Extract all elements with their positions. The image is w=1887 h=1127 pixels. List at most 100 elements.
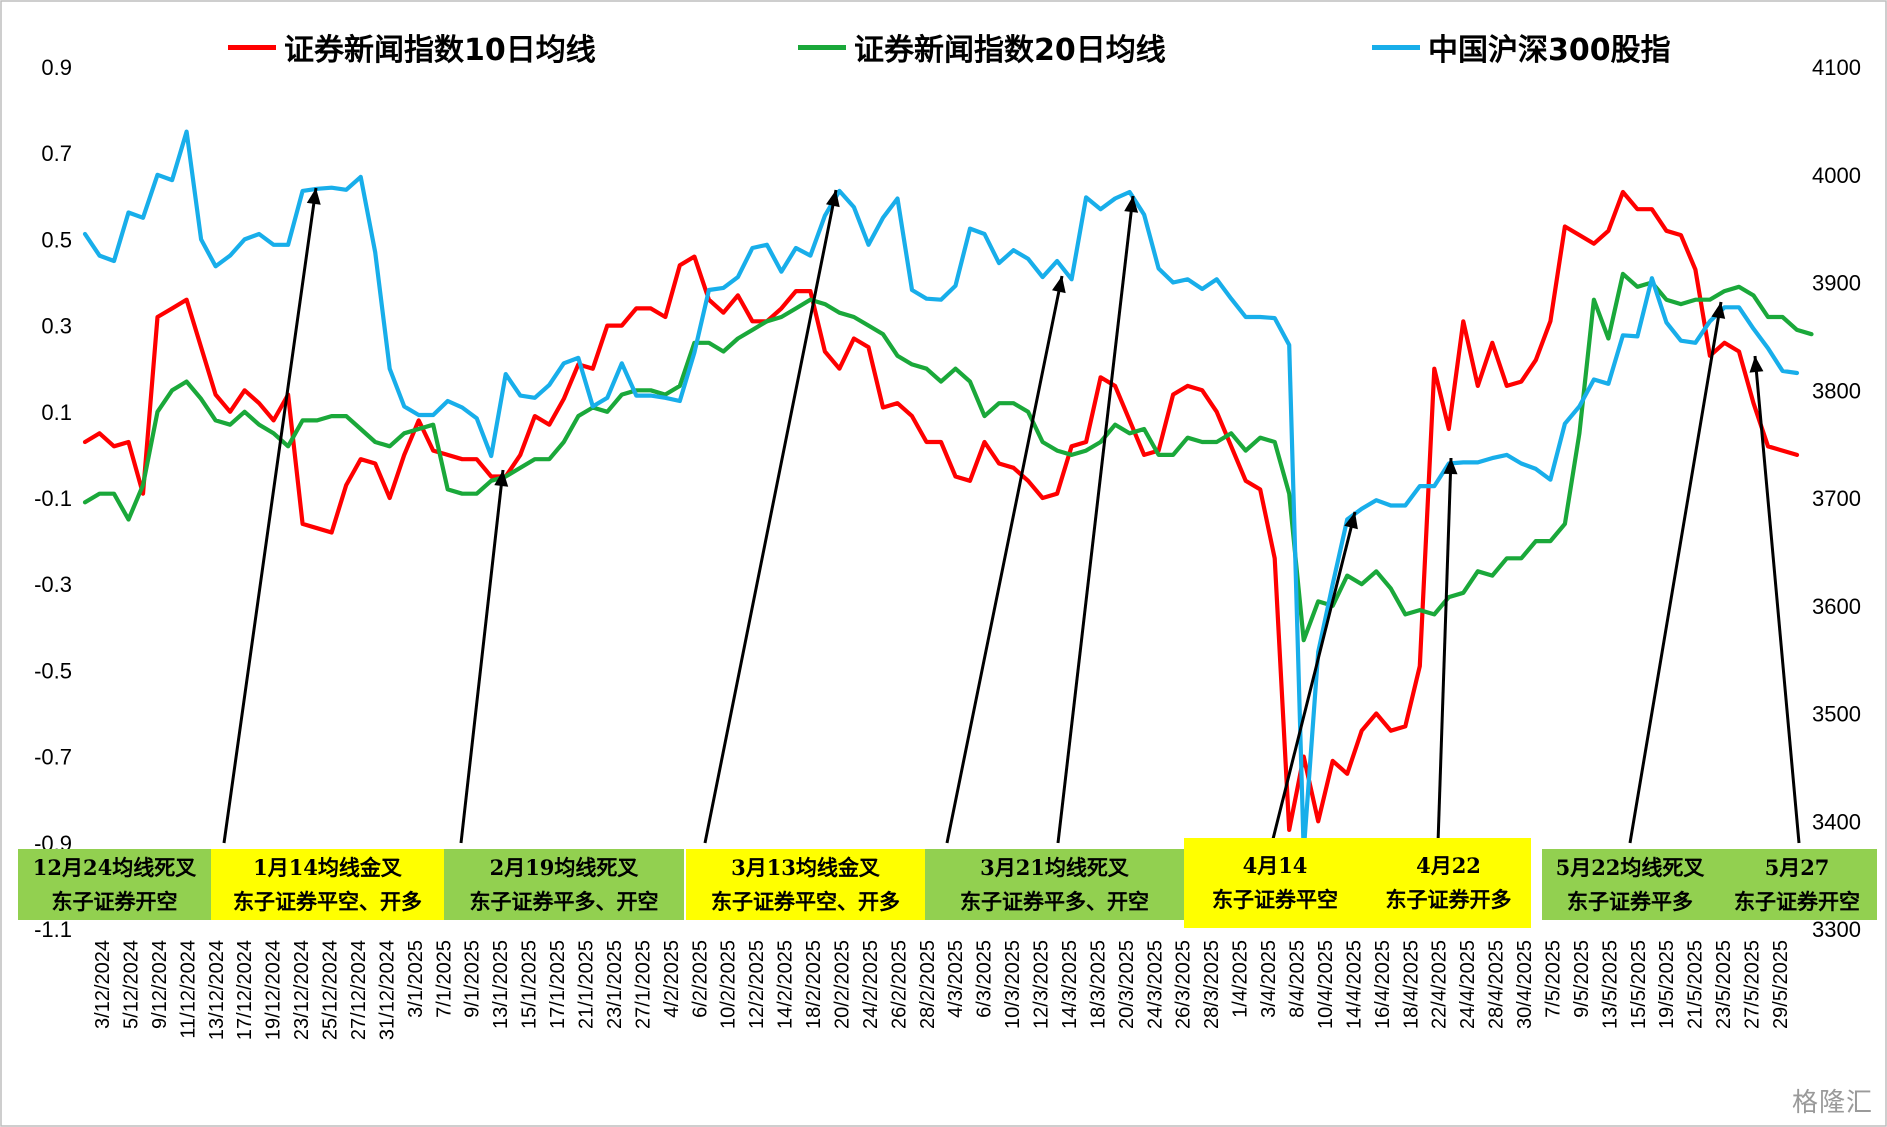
x-tick-label: 28/3/2025 bbox=[1201, 940, 1223, 1029]
x-tick-label: 10/3/2025 bbox=[1002, 940, 1024, 1029]
x-tick-label: 24/3/2025 bbox=[1144, 940, 1166, 1029]
x-tick-label: 9/5/2025 bbox=[1571, 940, 1593, 1018]
x-tick-label: 23/12/2024 bbox=[291, 940, 313, 1040]
y-left-tick-label: 0.5 bbox=[41, 227, 72, 252]
y-left-tick-label: 0.7 bbox=[41, 141, 72, 166]
y-right-tick-label: 4100 bbox=[1812, 55, 1861, 80]
x-tick-label: 10/4/2025 bbox=[1315, 940, 1337, 1029]
y-right-tick-label: 4000 bbox=[1812, 163, 1861, 188]
annotation-arrow bbox=[1436, 457, 1453, 844]
annotation-line2: 东子证券平多 bbox=[1567, 888, 1693, 914]
y-left-tick-label: -0.7 bbox=[34, 745, 72, 770]
x-tick-label: 25/12/2024 bbox=[320, 940, 342, 1040]
annotation-arrowhead bbox=[1711, 302, 1726, 319]
x-tick-label: 26/2/2025 bbox=[888, 940, 910, 1029]
annotation-line1: 5月27 bbox=[1764, 854, 1830, 880]
x-tick-label: 27/5/2025 bbox=[1742, 940, 1764, 1029]
legend-label-ma20: 证券新闻指数20日均线 bbox=[854, 33, 1166, 68]
annotation-line2: 东子证券平空、开多 bbox=[711, 888, 900, 914]
annotation-arrow bbox=[1628, 301, 1723, 844]
right-axis: 4100 4000 3900 3800 3700 3600 3500 3400 3300 bbox=[1812, 55, 1861, 942]
x-tick-label: 3/1/2025 bbox=[405, 940, 427, 1018]
y-left-tick-label: -0.1 bbox=[34, 486, 72, 511]
legend-swatch-hs300 bbox=[1372, 44, 1420, 50]
x-axis: 3/12/2024 5/12/2024 9/12/2024 11/12/2024 13/… bbox=[92, 940, 1792, 1040]
x-tick-label: 14/4/2025 bbox=[1343, 940, 1365, 1029]
annotation-line1: 12月24均线死叉 bbox=[32, 854, 197, 880]
x-tick-label: 23/1/2025 bbox=[604, 940, 626, 1029]
annotation-line1: 1月14均线金叉 bbox=[253, 854, 402, 880]
annotation-arrowhead bbox=[826, 190, 840, 208]
x-tick-label: 27/1/2025 bbox=[632, 940, 654, 1029]
annotation-line2: 东子证券平多、开空 bbox=[469, 888, 659, 914]
hs300-line bbox=[82, 129, 1800, 854]
x-tick-label: 12/2/2025 bbox=[746, 940, 768, 1029]
x-tick-label: 18/3/2025 bbox=[1087, 940, 1109, 1029]
x-tick-label: 4/3/2025 bbox=[945, 940, 967, 1018]
y-right-tick-label: 3700 bbox=[1812, 486, 1861, 511]
annotation-box: 2月19均线死叉 东子证券平多、开空 bbox=[444, 849, 684, 920]
x-tick-label: 1/4/2025 bbox=[1230, 940, 1252, 1018]
annotation-line1: 3月21均线死叉 bbox=[980, 854, 1129, 880]
legend-label-ma10: 证券新闻指数10日均线 bbox=[284, 33, 596, 68]
annotation-line2: 东子证券开空 bbox=[1734, 888, 1860, 914]
x-tick-label: 7/1/2025 bbox=[433, 940, 455, 1018]
x-tick-label: 15/5/2025 bbox=[1628, 940, 1650, 1029]
x-tick-label: 21/5/2025 bbox=[1685, 940, 1707, 1029]
x-tick-label: 27/12/2024 bbox=[348, 940, 370, 1040]
x-tick-label: 3/12/2024 bbox=[92, 940, 114, 1029]
x-tick-label: 5/12/2024 bbox=[120, 940, 142, 1029]
annotation-box: 1月14均线金叉 东子证券平空、开多 bbox=[211, 849, 444, 920]
y-right-tick-label: 3600 bbox=[1812, 594, 1861, 619]
x-tick-label: 23/5/2025 bbox=[1713, 940, 1735, 1029]
annotation-line1: 4月14 bbox=[1242, 853, 1308, 878]
y-left-tick-label: 0.9 bbox=[41, 55, 72, 80]
x-tick-label: 18/2/2025 bbox=[803, 940, 825, 1029]
annotation-box: 12月24均线死叉 东子证券开空 bbox=[18, 849, 211, 920]
annotation-line2: 东子证券平空 bbox=[1212, 887, 1338, 912]
annotation-line2: 东子证券平空、开多 bbox=[233, 888, 422, 914]
annotation-line2: 东子证券开空 bbox=[51, 888, 178, 914]
annotation-arrowhead bbox=[1749, 356, 1764, 373]
x-tick-label: 11/12/2024 bbox=[177, 940, 199, 1039]
y-right-tick-label: 3900 bbox=[1812, 271, 1861, 296]
x-tick-label: 31/12/2024 bbox=[376, 940, 398, 1040]
annotation-arrow bbox=[703, 189, 838, 844]
annotation-arrowhead bbox=[1443, 458, 1458, 475]
x-tick-label: 18/4/2025 bbox=[1400, 940, 1422, 1029]
x-tick-label: 17/12/2024 bbox=[234, 940, 256, 1040]
legend-item-ma10: 证券新闻指数10日均线 bbox=[228, 22, 596, 72]
legend-item-hs300: 中国沪深300股指 bbox=[1372, 22, 1671, 72]
legend-item-ma20: 证券新闻指数20日均线 bbox=[798, 22, 1166, 72]
x-tick-label: 13/12/2024 bbox=[206, 940, 228, 1040]
x-tick-label: 4/2/2025 bbox=[661, 940, 683, 1018]
annotation-arrowhead bbox=[1344, 512, 1358, 530]
annotation-line1: 4月22 bbox=[1416, 853, 1481, 878]
x-tick-label: 26/3/2025 bbox=[1173, 940, 1195, 1029]
annotation-box: 4月22 东子证券开多 bbox=[1366, 838, 1531, 928]
x-tick-label: 8/4/2025 bbox=[1287, 940, 1309, 1018]
annotation-arrow bbox=[459, 469, 505, 844]
x-tick-label: 6/3/2025 bbox=[974, 940, 996, 1018]
annotation-box: 4月14 东子证券平空 bbox=[1184, 838, 1366, 928]
legend: 证券新闻指数10日均线 证券新闻指数20日均线 中国沪深300股指 bbox=[0, 22, 1887, 72]
x-tick-label: 13/5/2025 bbox=[1599, 940, 1621, 1029]
x-tick-label: 28/2/2025 bbox=[917, 940, 939, 1029]
annotation-line1: 3月13均线金叉 bbox=[731, 854, 880, 880]
annotation-arrow bbox=[1056, 195, 1135, 844]
x-tick-label: 9/1/2025 bbox=[462, 940, 484, 1018]
ma20-line bbox=[82, 271, 1814, 643]
x-tick-label: 29/5/2025 bbox=[1770, 940, 1792, 1029]
y-right-tick-label: 3400 bbox=[1812, 809, 1861, 834]
x-tick-label: 19/5/2025 bbox=[1656, 940, 1678, 1029]
x-tick-label: 21/1/2025 bbox=[576, 940, 598, 1029]
y-right-tick-label: 3300 bbox=[1812, 917, 1861, 942]
y-right-tick-label: 3500 bbox=[1812, 702, 1861, 727]
watermark: 格隆汇 bbox=[1791, 1088, 1873, 1118]
annotation-arrowhead bbox=[494, 470, 509, 487]
annotation-box: 3月21均线死叉 东子证券平多、开空 bbox=[925, 849, 1184, 920]
x-tick-label: 10/2/2025 bbox=[718, 940, 740, 1029]
